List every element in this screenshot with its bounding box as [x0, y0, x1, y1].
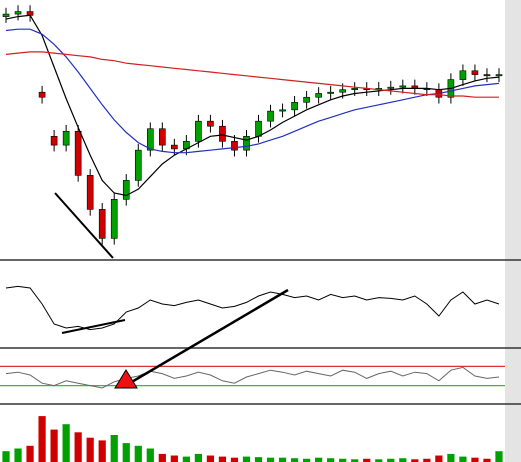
candle-body — [86, 175, 94, 210]
plot-area — [0, 5, 505, 462]
volume-bar — [375, 459, 383, 462]
candle-body — [471, 70, 479, 75]
candle-body — [74, 130, 82, 176]
volume-bar — [38, 416, 46, 462]
trend-line — [54, 192, 114, 259]
moving-average — [5, 51, 499, 98]
volume-bar — [459, 456, 467, 462]
candle-body — [291, 101, 298, 111]
volume-bar — [230, 457, 239, 462]
moving-average — [5, 14, 500, 197]
candle-body — [207, 120, 214, 127]
volume-bar — [339, 458, 347, 462]
volume-bar — [26, 445, 34, 462]
volume-bar — [134, 445, 142, 462]
candle-body — [315, 93, 322, 98]
candle-body — [134, 149, 142, 181]
volume-bar — [218, 456, 227, 462]
volume-bar — [315, 457, 323, 462]
volume-bar — [74, 432, 82, 462]
candle-body — [339, 89, 346, 93]
candle-body — [171, 144, 178, 150]
candle-body — [14, 11, 22, 15]
candle-body — [387, 86, 395, 89]
moving-average — [5, 28, 500, 154]
volume-bar — [447, 453, 455, 462]
volume-bar — [435, 455, 443, 462]
candle-body — [255, 120, 262, 137]
candle-body — [399, 85, 407, 88]
candle-body — [219, 125, 226, 142]
candle-body — [62, 130, 70, 146]
arrow-head — [114, 369, 138, 389]
volume-bar — [50, 429, 58, 462]
volume-bar — [194, 453, 202, 462]
candle-body — [50, 136, 58, 146]
volume-bar — [182, 456, 190, 462]
volume-bar — [206, 455, 215, 462]
volume-bar — [122, 443, 130, 462]
candle-body — [146, 128, 154, 151]
volume-bar — [98, 440, 106, 462]
volume-bar — [2, 451, 10, 462]
volume-bar — [254, 457, 263, 462]
candle-body — [231, 141, 238, 151]
candle-body — [327, 91, 334, 94]
candle-body — [459, 70, 467, 80]
candle-body — [38, 91, 46, 98]
trend-line — [61, 319, 126, 334]
volume-bar — [471, 457, 479, 462]
volume-bar — [290, 458, 299, 462]
volume-bar — [387, 458, 395, 462]
candle-body — [195, 120, 202, 142]
volume-bar — [495, 451, 503, 462]
candle-body — [110, 199, 118, 239]
volume-bar — [399, 458, 407, 462]
candle-body — [98, 209, 106, 239]
candle-body — [243, 136, 250, 151]
volume-bar — [110, 435, 118, 462]
candle-body — [159, 128, 166, 146]
candle-body — [483, 74, 491, 77]
volume-bar — [423, 458, 431, 462]
candle-body — [351, 88, 359, 90]
volume-bar — [158, 453, 166, 462]
volume-bar — [303, 458, 311, 462]
volume-bar — [327, 458, 335, 462]
volume-bar — [86, 437, 94, 462]
volume-bar — [62, 424, 70, 462]
volume-bar — [14, 448, 22, 462]
candle-body — [495, 74, 503, 77]
candle-body — [267, 110, 274, 122]
trend-arrow — [129, 288, 289, 385]
indicator-line — [5, 285, 500, 331]
candle-body — [303, 96, 310, 103]
candle-body — [279, 109, 286, 112]
volume-bar — [483, 458, 491, 462]
candle-body — [122, 180, 130, 200]
indicator-line — [5, 366, 500, 389]
price-axis-strip — [505, 0, 521, 462]
candle-body — [2, 13, 10, 17]
volume-bar — [146, 448, 154, 462]
volume-bar — [363, 458, 371, 462]
volume-bar — [242, 456, 251, 462]
volume-bar — [351, 459, 359, 462]
volume-bar — [266, 457, 275, 462]
volume-bar — [278, 457, 287, 462]
volume-bar — [170, 455, 178, 462]
volume-bar — [411, 459, 419, 462]
